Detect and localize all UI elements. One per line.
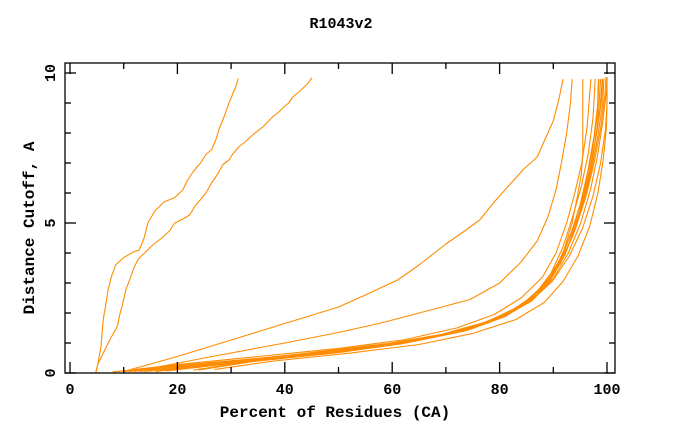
- y-axis-label: Distance Cutoff, A: [21, 141, 39, 314]
- x-tick-label: 0: [65, 382, 74, 399]
- model-curve-bundle-08: [150, 78, 605, 372]
- model-curve-bundle-03: [117, 79, 592, 373]
- model-curve-bundle-02: [144, 79, 584, 373]
- plot-title: R1043v2: [309, 16, 372, 33]
- model-curve-bundle-06: [128, 79, 602, 373]
- x-tick-label: 60: [383, 382, 401, 399]
- model-curve-bundle-01: [133, 79, 573, 373]
- model-curve-bundle-07: [139, 79, 603, 373]
- model-curve-outlier-a: [95, 78, 239, 373]
- x-tick-label: 100: [593, 382, 620, 399]
- y-tick-label: 5: [43, 218, 60, 227]
- model-curve-early-riser: [123, 79, 564, 373]
- model-curve-bundle-11: [214, 76, 608, 370]
- y-tick-label: 10: [43, 64, 60, 82]
- x-tick-label: 80: [491, 382, 509, 399]
- x-tick-label: 20: [168, 382, 186, 399]
- model-curve-outlier-b: [95, 77, 313, 373]
- model-curve-bundle-10: [198, 76, 608, 371]
- model-curve-bundle-05: [166, 79, 600, 372]
- x-axis-label: Percent of Residues (CA): [220, 404, 450, 422]
- model-curve-bundle-14: [112, 79, 604, 373]
- model-curve-bundle-09: [160, 76, 607, 372]
- plot-border: [64, 62, 616, 374]
- x-tick-label: 40: [276, 382, 294, 399]
- model-curve-bundle-13: [123, 79, 599, 373]
- y-tick-label: 0: [43, 368, 60, 377]
- series-layer: [95, 76, 608, 373]
- model-curve-bundle-12: [192, 76, 608, 371]
- axis-layer: 0 20 40 60 80 100 0 5 10: [43, 62, 621, 399]
